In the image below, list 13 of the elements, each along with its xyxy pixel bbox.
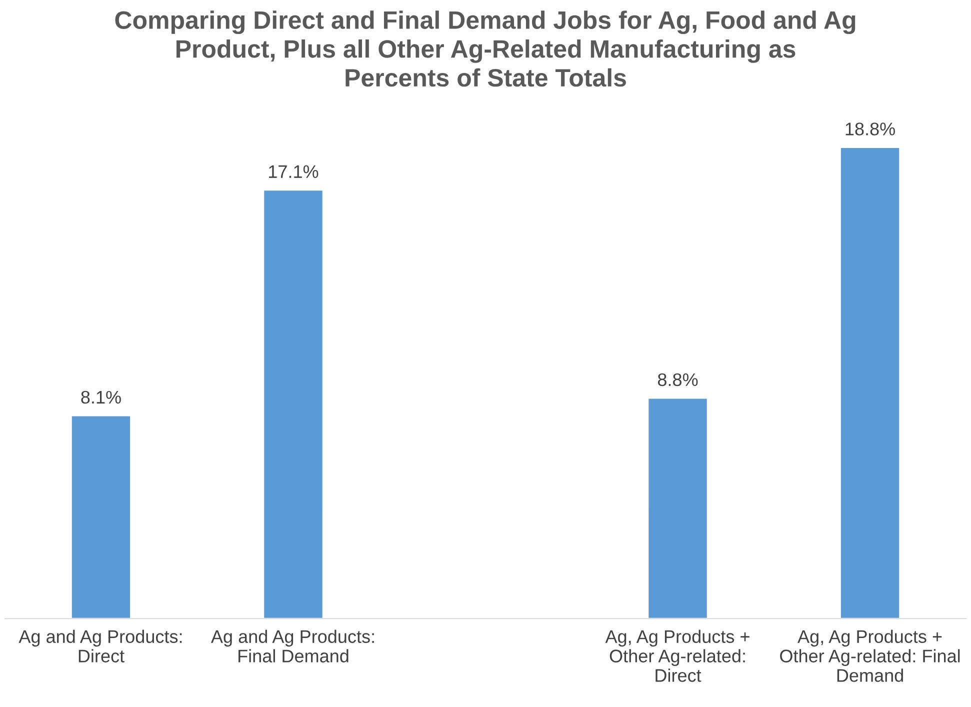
x-tick-label: Ag and Ag Products: Final Demand — [210, 630, 374, 662]
bar — [647, 397, 708, 619]
chart-title: Comparing Direct and Final Demand Jobs for Ag, Food and Ag Product, Plus all Other Ag-Related Manufacturing as Percents of State Totals — [115, 10, 856, 87]
data-label: 18.8% — [846, 122, 895, 136]
data-label: 17.1% — [269, 165, 318, 178]
x-tick-label: Ag, Ag Products + Other Ag-related: Direct — [605, 630, 750, 682]
x-tick-label: Ag and Ag Products: Direct — [18, 630, 182, 662]
data-label: 8.1% — [81, 390, 121, 404]
data-label: 8.8% — [658, 373, 698, 386]
bar — [262, 189, 324, 619]
x-tick-label: Ag, Ag Products + Other Ag-related: Final Demand — [780, 630, 960, 682]
bar — [840, 146, 901, 619]
bar — [70, 414, 132, 619]
